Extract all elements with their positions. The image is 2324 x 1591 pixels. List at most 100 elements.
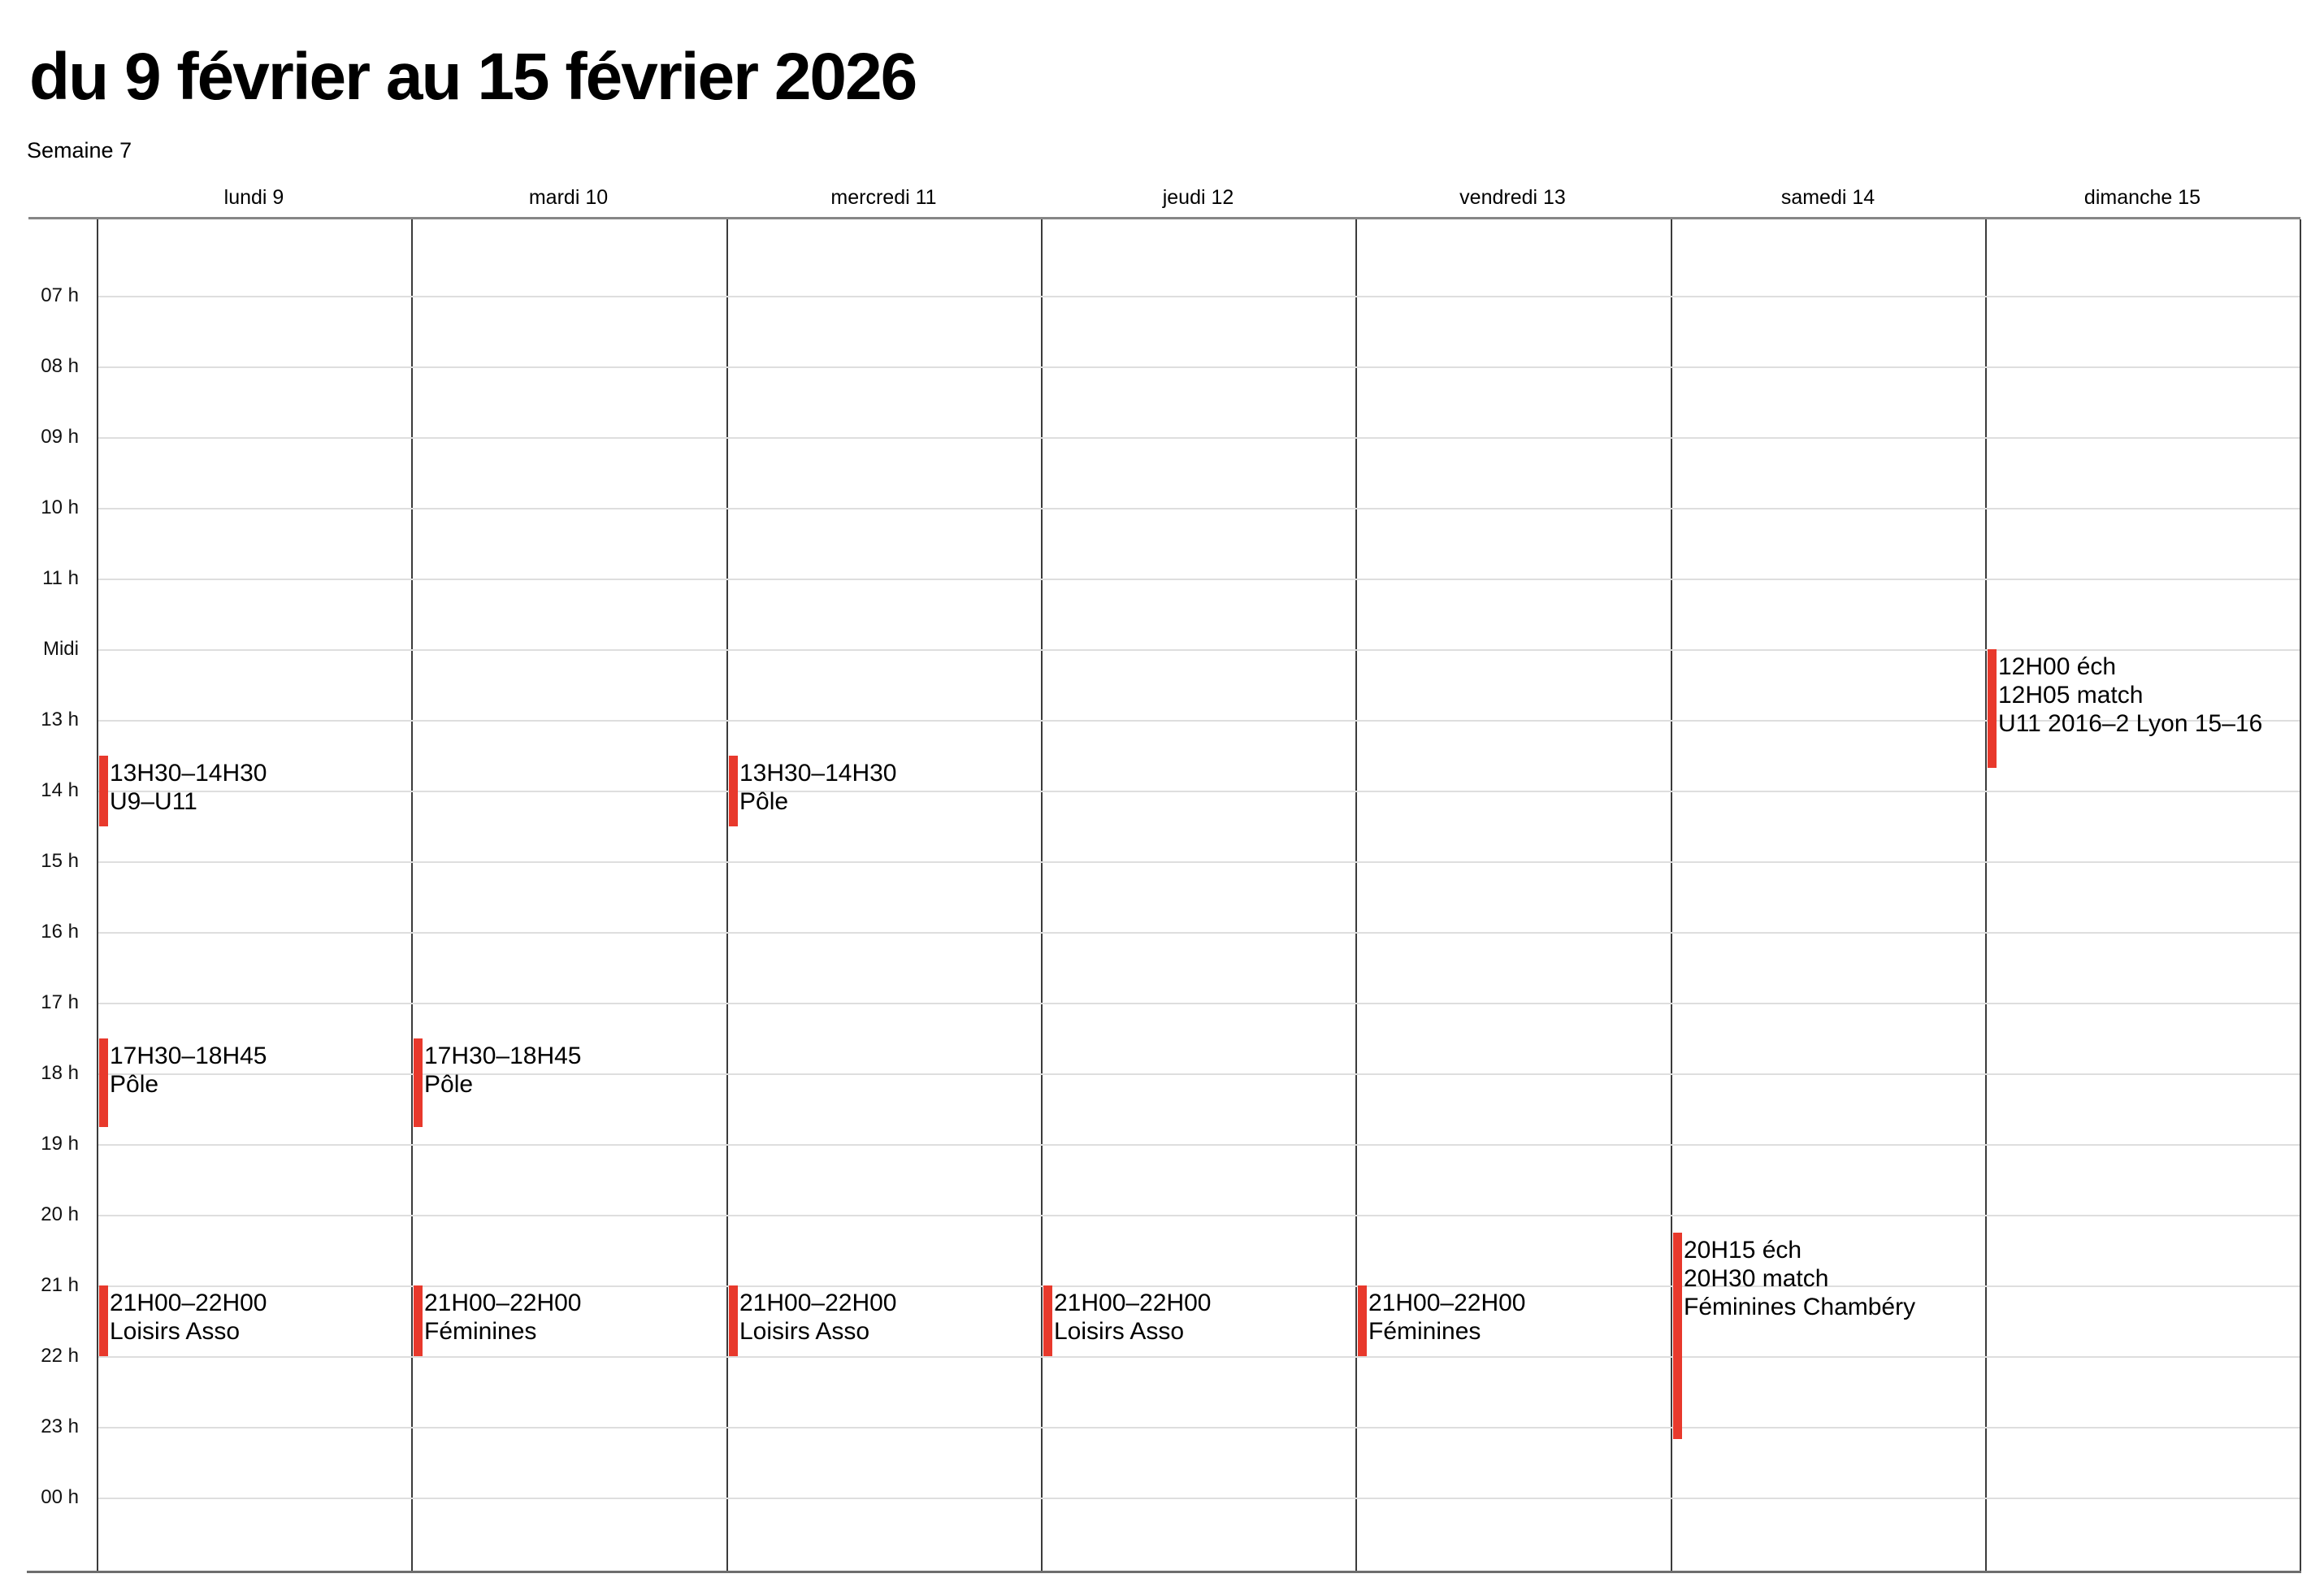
hour-gridline-10h [98,508,2300,509]
event-time-bar [1358,1285,1367,1356]
event-time-range: 21H00–22H00 [1368,1290,1526,1316]
hour-gridline-midi [98,649,2300,651]
event-jeudi-21h00-loisirs-asso[interactable]: 21H00–22H00 Loisirs Asso [1043,1285,1353,1356]
event-time-range: 17H30–18H45 [110,1043,267,1069]
event-detail: 20H15 éch [1684,1237,1802,1264]
day-header-samedi-14: samedi 14 [1780,186,1875,209]
event-text: 21H00–22H00 Féminines [424,1285,723,1346]
event-detail: 12H00 éch [1998,653,2117,680]
day-header-vendredi-13: vendredi 13 [1459,186,1566,209]
column-line [1355,219,1357,1571]
hour-gridline-23h [98,1427,2300,1428]
event-title: Féminines [424,1318,537,1345]
hour-label-14h: 14 h [41,779,79,801]
event-time-range: 17H30–18H45 [424,1043,582,1069]
event-time-bar [414,1038,423,1127]
event-title: U9–U11 [110,788,197,815]
event-detail: 12H05 match [1998,682,2144,709]
hour-label-18h: 18 h [41,1062,79,1084]
column-line [1041,219,1043,1571]
event-title: Loisirs Asso [739,1318,870,1345]
column-line [97,219,98,1571]
event-time-bar [1988,649,1997,768]
event-time-bar [1673,1233,1682,1439]
hour-label-17h: 17 h [41,991,79,1013]
event-mercredi-13h30-pole[interactable]: 13H30–14H30 Pôle [729,756,1038,826]
event-detail: 20H30 match [1684,1265,1829,1292]
hour-label-22h: 22 h [41,1345,79,1367]
grid-top-border [28,217,2300,219]
event-dimanche-match-u11-lyon[interactable]: 12H00 éch 12H05 match U11 2016–2 Lyon 15… [1988,649,2297,768]
hour-gridline-11h [98,579,2300,580]
hour-label-08h: 08 h [41,355,79,377]
event-samedi-match-feminines-chambery[interactable]: 20H15 éch 20H30 match Féminines Chambéry [1673,1233,1983,1439]
event-text: 21H00–22H00 Féminines [1368,1285,1667,1346]
event-text: 17H30–18H45 Pôle [110,1038,409,1099]
hour-label-09h: 09 h [41,426,79,448]
hour-label-midi: Midi [42,638,79,660]
event-lundi-13h30-u9-u11[interactable]: 13H30–14H30 U9–U11 [99,756,409,826]
hour-gridline-14h [98,791,2300,792]
hour-label-11h: 11 h [42,567,79,589]
event-text: 21H00–22H00 Loisirs Asso [110,1285,409,1346]
event-time-range: 21H00–22H00 [1054,1290,1212,1316]
hour-label-15h: 15 h [41,850,79,872]
event-time-bar [729,756,738,826]
hour-gridline-00h [98,1498,2300,1499]
hour-gridline-07h [98,296,2300,297]
event-title: Pôle [424,1071,474,1098]
day-header-dimanche-15: dimanche 15 [2083,186,2201,209]
event-mardi-17h30-pole[interactable]: 17H30–18H45 Pôle [414,1038,723,1127]
event-text: 12H00 éch 12H05 match U11 2016–2 Lyon 15… [1998,649,2297,738]
hour-label-13h: 13 h [41,709,79,730]
event-time-range: 21H00–22H00 [424,1290,582,1316]
event-mercredi-21h00-loisirs-asso[interactable]: 21H00–22H00 Loisirs Asso [729,1285,1038,1356]
event-time-range: 21H00–22H00 [110,1290,267,1316]
event-time-bar [99,1285,108,1356]
event-time-bar [99,756,108,826]
event-text: 21H00–22H00 Loisirs Asso [1054,1285,1353,1346]
hour-label-10h: 10 h [41,496,79,518]
event-title: Pôle [739,788,789,815]
hour-gridline-17h [98,1003,2300,1004]
hour-gridline-22h [98,1356,2300,1358]
event-time-range: 13H30–14H30 [739,760,897,787]
event-title: Féminines [1368,1318,1481,1345]
hour-label-20h: 20 h [41,1203,79,1225]
column-line [726,219,728,1571]
hour-gridline-18h [98,1073,2300,1075]
hour-label-19h: 19 h [41,1133,79,1155]
day-header-jeudi-12: jeudi 12 [1162,186,1234,209]
hour-gridline-19h [98,1144,2300,1146]
event-text: 17H30–18H45 Pôle [424,1038,723,1099]
event-title: Loisirs Asso [110,1318,241,1345]
hour-gridline-15h [98,861,2300,863]
event-lundi-17h30-pole[interactable]: 17H30–18H45 Pôle [99,1038,409,1127]
hour-gridline-16h [98,932,2300,934]
event-time-bar [729,1285,738,1356]
event-time-bar [414,1285,423,1356]
column-line [1671,219,1672,1571]
hour-gridline-21h [98,1285,2300,1287]
hour-gridline-08h [98,366,2300,368]
hour-label-07h: 07 h [41,284,79,306]
event-mardi-21h00-feminines[interactable]: 21H00–22H00 Féminines [414,1285,723,1356]
event-lundi-21h00-loisirs-asso[interactable]: 21H00–22H00 Loisirs Asso [99,1285,409,1356]
event-time-bar [1043,1285,1052,1356]
hour-gridline-09h [98,437,2300,439]
column-line [411,219,413,1571]
grid-bottom-border [27,1571,2301,1573]
page-title: du 9 février au 15 février 2026 [29,40,917,114]
event-title: Loisirs Asso [1054,1318,1185,1345]
day-header-mercredi-11: mercredi 11 [830,186,937,209]
day-header-mardi-10: mardi 10 [528,186,609,209]
event-vendredi-21h00-feminines[interactable]: 21H00–22H00 Féminines [1358,1285,1667,1356]
week-number-label: Semaine 7 [27,138,132,163]
event-time-range: 13H30–14H30 [110,760,267,787]
event-text: 13H30–14H30 U9–U11 [110,756,409,816]
grid-right-border [2300,219,2301,1571]
hour-gridline-13h [98,720,2300,722]
hour-label-21h: 21 h [41,1274,79,1296]
event-text: 21H00–22H00 Loisirs Asso [739,1285,1038,1346]
hour-label-23h: 23 h [41,1415,79,1437]
